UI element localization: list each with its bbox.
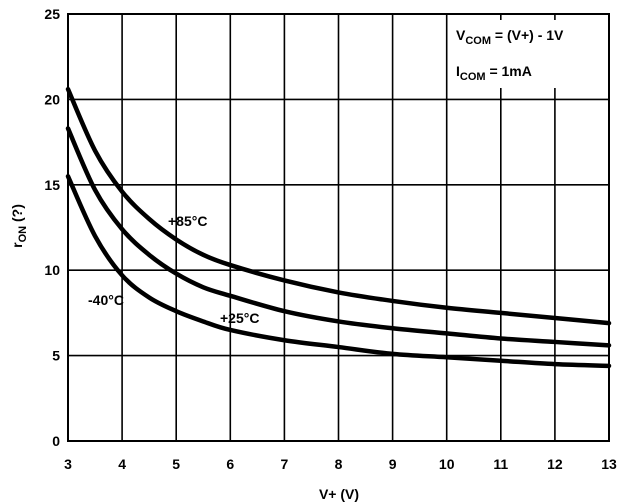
y-tick-label: 25	[44, 6, 60, 22]
series-line-1	[65, 126, 612, 348]
y-tick-label: 20	[44, 91, 60, 107]
x-tick-label: 3	[64, 456, 72, 472]
x-tick-label: 5	[172, 456, 180, 472]
y-tick-label: 10	[44, 262, 60, 278]
y-tick-label: 5	[52, 348, 60, 364]
series-label-85c: +85°C	[168, 213, 207, 229]
y-tick-label: 15	[44, 177, 60, 193]
annotation-box: VCOM = (V+) - 1V ICOM = 1mA	[450, 20, 606, 88]
x-tick-label: 12	[547, 456, 563, 472]
series-line-0	[65, 86, 612, 326]
x-tick-label: 11	[493, 456, 508, 472]
x-tick-label: 13	[601, 456, 617, 472]
x-tick-label: 6	[226, 456, 234, 472]
y-tick-labels: 0 5 10 15 20 25	[44, 6, 60, 449]
series-label-m40c: -40°C	[88, 292, 124, 308]
series-label-25c: +25°C	[220, 310, 259, 326]
x-tick-label: 9	[389, 456, 397, 472]
x-axis-label: V+ (V)	[319, 486, 359, 502]
x-tick-label: 8	[335, 456, 343, 472]
annotation-background	[450, 20, 606, 88]
plot-frame	[67, 13, 610, 442]
series-line-2	[65, 174, 612, 369]
annotation-vcom: VCOM = (V+) - 1V	[456, 27, 564, 47]
y-tick-label: 0	[52, 433, 60, 449]
annotation-icom: ICOM = 1mA	[456, 63, 532, 83]
y-axis-label: rON (?)	[9, 204, 29, 248]
x-tick-label: 4	[118, 456, 126, 472]
x-tick-label: 10	[439, 456, 455, 472]
x-tick-label: 7	[281, 456, 289, 472]
x-tick-labels: 3 4 5 6 7 8 9 10 11 12 13	[64, 456, 617, 472]
series-lines	[65, 86, 612, 369]
